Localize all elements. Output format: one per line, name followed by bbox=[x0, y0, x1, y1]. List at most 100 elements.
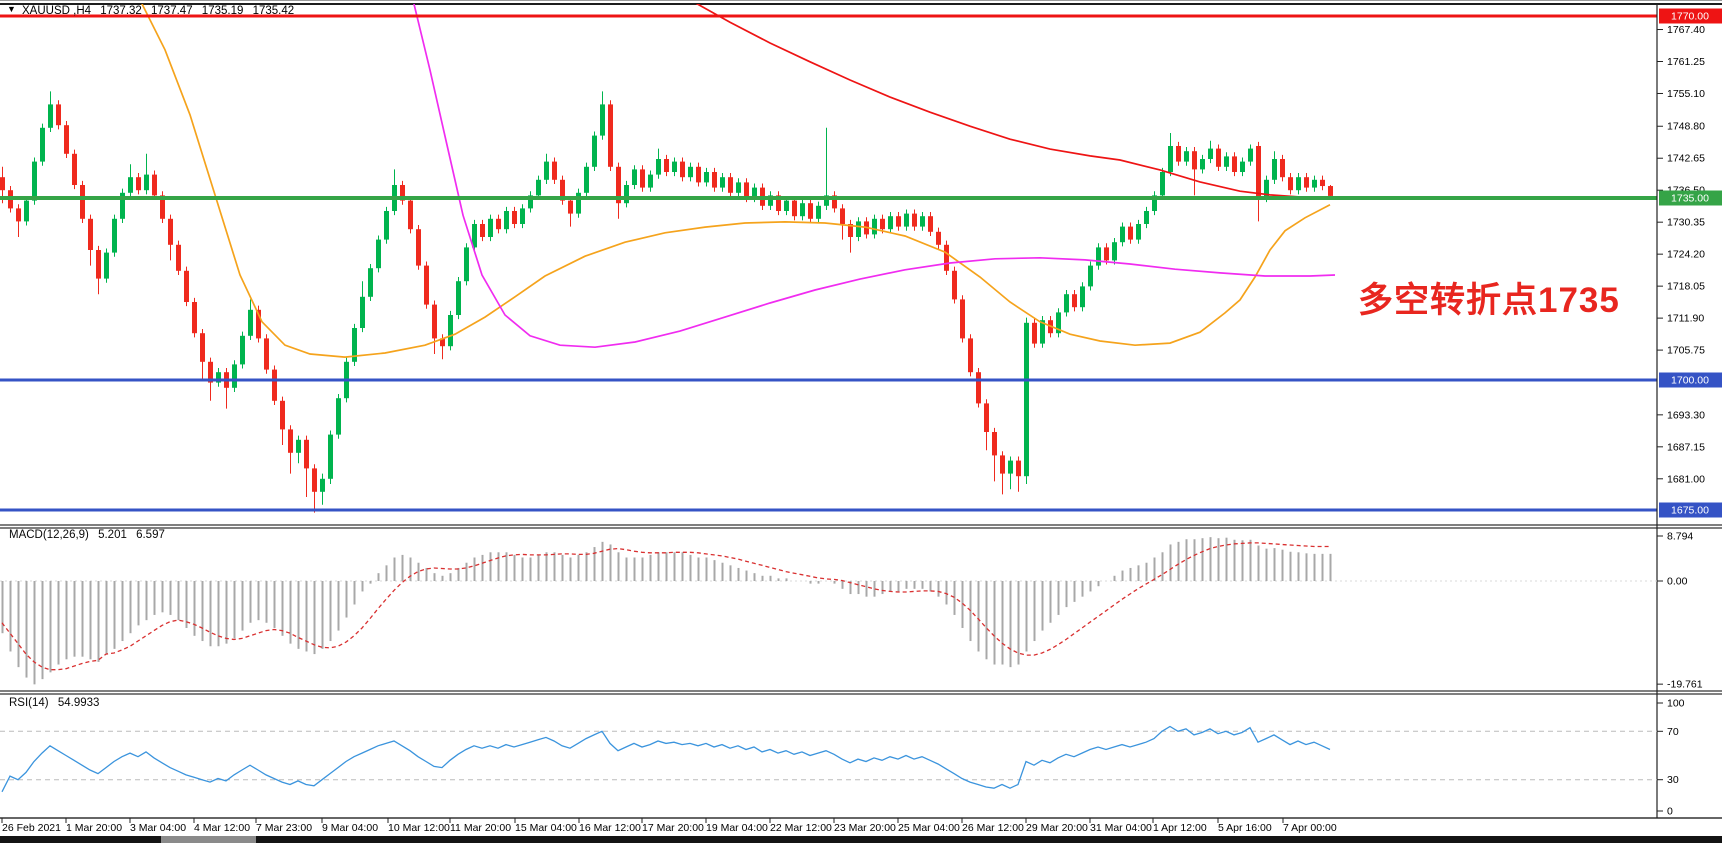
candle-up bbox=[1064, 294, 1069, 313]
candle-down bbox=[192, 302, 197, 334]
candle-down bbox=[1128, 226, 1133, 240]
candle-down bbox=[208, 361, 213, 383]
time-axis-label: 26 Feb 2021 bbox=[2, 822, 61, 834]
candle-down bbox=[880, 218, 885, 230]
candle-up bbox=[584, 166, 589, 193]
candle-down bbox=[264, 338, 269, 370]
candle-down bbox=[1256, 146, 1261, 198]
candle-up bbox=[784, 200, 789, 211]
candle-up bbox=[456, 281, 461, 315]
candle-down bbox=[496, 218, 501, 230]
symbol-timeframe-label: XAUUSD ,H4 bbox=[22, 5, 92, 17]
candle-up bbox=[752, 187, 757, 198]
candle-up bbox=[816, 205, 821, 219]
candle-down bbox=[312, 468, 317, 492]
rsi-line bbox=[1, 725, 1331, 793]
candle-down bbox=[944, 244, 949, 271]
candle-up bbox=[872, 218, 877, 235]
candle-up bbox=[824, 195, 829, 206]
candle-up bbox=[1088, 265, 1093, 287]
time-axis-label: 22 Mar 12:00 bbox=[770, 822, 832, 834]
candle-down bbox=[1016, 460, 1021, 477]
rsi-axis-label: 100 bbox=[1667, 698, 1685, 710]
candle-down bbox=[1176, 146, 1181, 162]
candle-up bbox=[736, 182, 741, 193]
candle-up bbox=[800, 203, 805, 217]
candle-up bbox=[104, 252, 109, 279]
price-level-badge bbox=[1659, 502, 1722, 518]
price-axis-label: 1730.35 bbox=[1667, 217, 1705, 229]
candle-up bbox=[1240, 161, 1245, 172]
candle-down bbox=[1032, 322, 1037, 344]
ohlc-open: 1737.32 bbox=[100, 5, 142, 17]
candle-up bbox=[472, 224, 477, 248]
candle-up bbox=[464, 247, 469, 282]
candle-down bbox=[408, 200, 413, 230]
candle-up bbox=[1200, 159, 1205, 170]
candle-down bbox=[1328, 186, 1333, 196]
symbol-dropdown-icon[interactable]: ▼ bbox=[7, 4, 16, 14]
candle-down bbox=[992, 432, 997, 456]
macd-signal-value: 6.597 bbox=[136, 529, 165, 541]
time-axis-label: 3 Mar 04:00 bbox=[130, 822, 186, 834]
candle-down bbox=[480, 224, 485, 237]
candle-up bbox=[1272, 159, 1277, 180]
candle-down bbox=[952, 270, 957, 300]
candle-up bbox=[248, 309, 253, 336]
candle-up bbox=[448, 315, 453, 347]
time-axis-label: 11 Mar 20:00 bbox=[450, 822, 511, 834]
ma-mid-magenta bbox=[413, 4, 1336, 349]
candle-up bbox=[40, 127, 45, 162]
bottom-taskbar[interactable] bbox=[0, 836, 1722, 843]
candle-down bbox=[1000, 455, 1005, 474]
candle-down bbox=[552, 161, 557, 180]
candle-up bbox=[576, 192, 581, 214]
candle-up bbox=[544, 161, 549, 180]
time-axis-label: 31 Mar 04:00 bbox=[1090, 822, 1152, 834]
candle-up bbox=[1096, 247, 1101, 266]
candle-up bbox=[504, 211, 509, 230]
candle-up bbox=[528, 195, 533, 209]
candle-down bbox=[608, 104, 613, 167]
price-axis-label: 1705.75 bbox=[1667, 345, 1705, 357]
candle-down bbox=[272, 369, 277, 401]
price-axis-label: 1748.80 bbox=[1667, 121, 1705, 133]
macd-axis-label: 0.00 bbox=[1667, 576, 1688, 588]
macd-axis-label: 8.794 bbox=[1667, 531, 1693, 543]
time-axis-label: 16 Mar 12:00 bbox=[579, 822, 641, 834]
price-level-badge bbox=[1659, 372, 1722, 388]
candle-up bbox=[240, 335, 245, 365]
time-axis-label: 1 Apr 12:00 bbox=[1153, 822, 1207, 834]
price-axis-label: 1742.65 bbox=[1667, 153, 1705, 165]
window-top-border-inner bbox=[0, 3, 1722, 5]
candle-down bbox=[56, 104, 61, 126]
bottom-taskbar-segment[interactable] bbox=[161, 836, 256, 843]
rsi-axis-label: 70 bbox=[1667, 726, 1679, 738]
candle-down bbox=[1072, 294, 1077, 308]
candle-down bbox=[1104, 247, 1109, 261]
price-axis[interactable]: 1767.401761.251755.101748.801742.651736.… bbox=[1657, 8, 1722, 518]
candle-down bbox=[680, 161, 685, 178]
candle-up bbox=[888, 216, 893, 230]
macd-main-value: 5.201 bbox=[98, 529, 127, 541]
time-axis[interactable]: 26 Feb 2021 1 Mar 20:00 3 Mar 04:00 4 Mar 1… bbox=[1, 818, 1337, 834]
candle-up bbox=[648, 174, 653, 188]
candle-up bbox=[1120, 226, 1125, 243]
time-axis-label: 1 Mar 20:00 bbox=[66, 822, 122, 834]
time-axis-label: 7 Mar 23:00 bbox=[256, 822, 312, 834]
candle-down bbox=[896, 216, 901, 227]
macd-name: MACD(12,26,9) bbox=[9, 529, 89, 541]
price-axis-label: 1681.00 bbox=[1667, 473, 1705, 485]
candle-up bbox=[592, 135, 597, 167]
candle-up bbox=[1040, 320, 1045, 344]
price-level-badge-text: 1735.00 bbox=[1671, 193, 1709, 205]
candle-down bbox=[1288, 177, 1293, 191]
time-axis-label: 7 Apr 00:00 bbox=[1283, 822, 1337, 834]
candle-up bbox=[1312, 179, 1317, 188]
candle-up bbox=[632, 169, 637, 185]
text-annotation[interactable]: 多空转折点1735 bbox=[1358, 281, 1620, 320]
candle-up bbox=[1208, 148, 1213, 159]
candle-up bbox=[128, 177, 133, 193]
